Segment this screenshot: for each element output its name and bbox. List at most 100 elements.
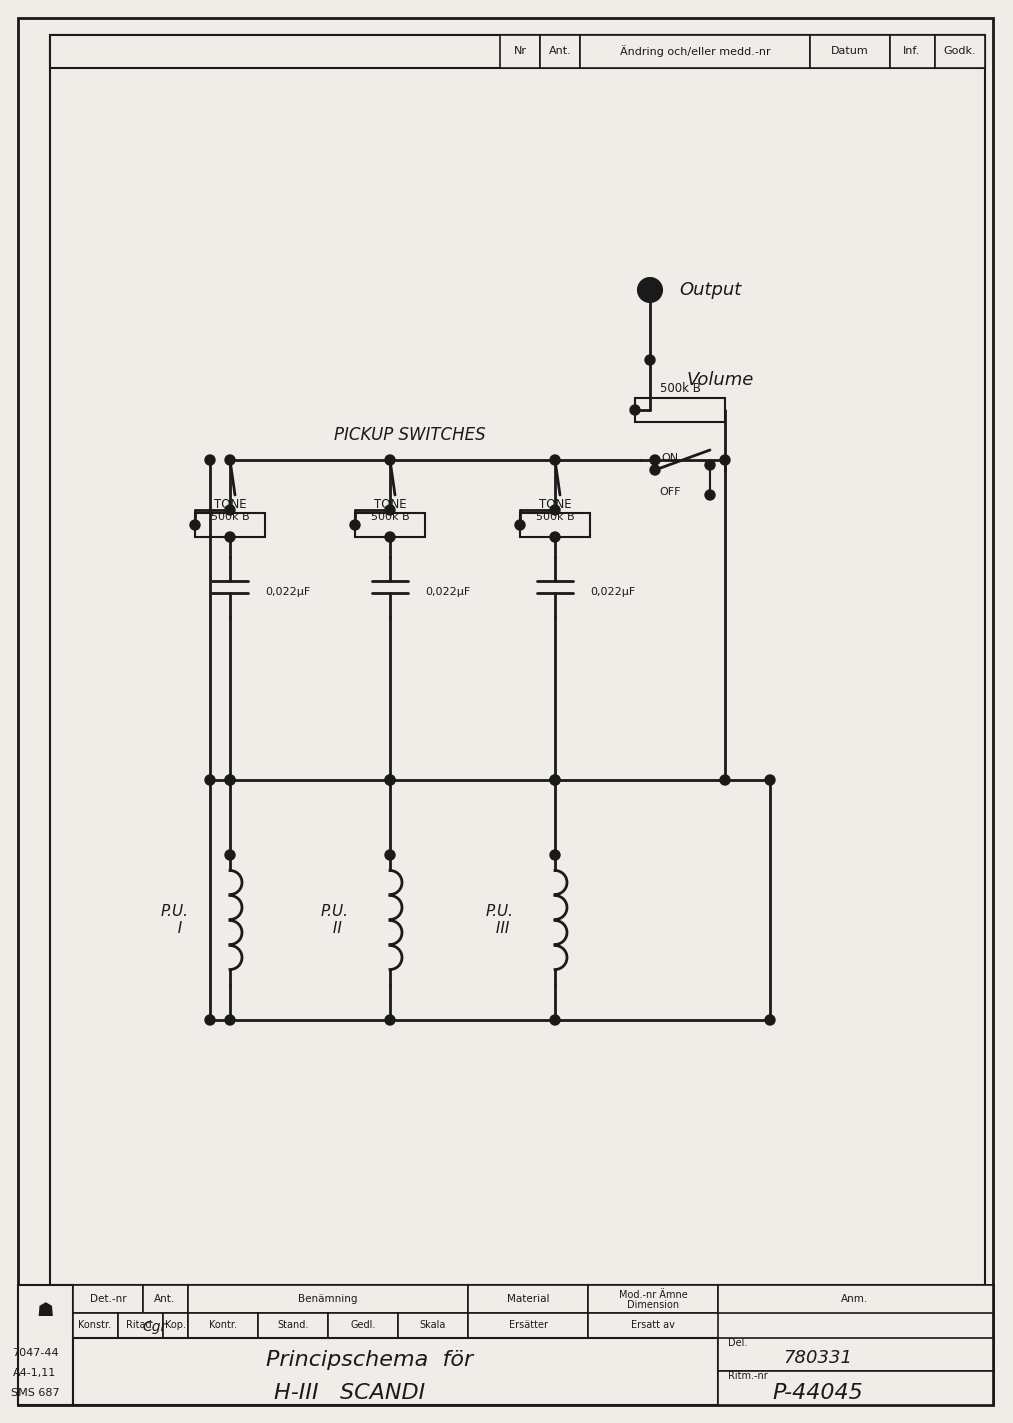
Text: Output: Output — [679, 280, 742, 299]
Text: Ändring och/eller medd.-nr: Ändring och/eller medd.-nr — [620, 46, 770, 57]
Bar — [188, 1313, 258, 1338]
Text: 500k B: 500k B — [371, 512, 409, 522]
Bar — [188, 1285, 468, 1313]
Bar — [890, 36, 935, 68]
Text: Ersatt av: Ersatt av — [631, 1321, 675, 1331]
Bar — [118, 1313, 163, 1338]
Bar — [580, 36, 810, 68]
Circle shape — [225, 850, 235, 859]
Bar — [355, 514, 425, 536]
Bar — [540, 36, 580, 68]
Circle shape — [190, 519, 200, 529]
Text: Konstr.: Konstr. — [78, 1321, 111, 1331]
Bar — [468, 1285, 588, 1313]
Text: TONE: TONE — [214, 498, 246, 511]
Text: P.U.
 III: P.U. III — [486, 904, 514, 936]
Text: Principschema  för: Principschema för — [266, 1350, 473, 1370]
Circle shape — [385, 505, 395, 515]
Text: Ant.: Ant. — [154, 1294, 175, 1303]
Circle shape — [225, 505, 235, 515]
Text: Ritad.: Ritad. — [126, 1321, 154, 1331]
Text: ☗: ☗ — [36, 1301, 54, 1319]
Text: Volume: Volume — [687, 371, 754, 388]
Text: Ant.: Ant. — [549, 46, 571, 55]
Text: 0,022μF: 0,022μF — [590, 588, 635, 598]
Bar — [18, 1285, 993, 1405]
Bar — [718, 1370, 993, 1405]
Text: Godk.: Godk. — [944, 46, 977, 55]
Circle shape — [350, 519, 360, 529]
Text: Ersätter: Ersätter — [509, 1321, 547, 1331]
Text: Stand.: Stand. — [278, 1321, 309, 1331]
Text: Skala: Skala — [419, 1321, 446, 1331]
Circle shape — [225, 455, 235, 465]
Bar — [468, 1313, 588, 1338]
Text: Cgr: Cgr — [143, 1321, 167, 1333]
Text: Kop.: Kop. — [164, 1321, 185, 1331]
Text: 500k B: 500k B — [211, 512, 249, 522]
Bar — [588, 1313, 718, 1338]
Text: SMS 687: SMS 687 — [11, 1387, 60, 1397]
Text: TONE: TONE — [374, 498, 406, 511]
Circle shape — [720, 455, 730, 465]
Circle shape — [225, 776, 235, 785]
Text: ON: ON — [661, 453, 679, 462]
Text: Dimension: Dimension — [627, 1301, 679, 1311]
Circle shape — [650, 465, 660, 475]
Circle shape — [550, 455, 560, 465]
Circle shape — [550, 776, 560, 785]
Circle shape — [385, 776, 395, 785]
Bar — [398, 1313, 468, 1338]
Bar — [935, 36, 985, 68]
Bar — [73, 1285, 143, 1313]
Bar — [143, 1285, 188, 1313]
Circle shape — [550, 505, 560, 515]
Text: OFF: OFF — [659, 487, 681, 497]
Text: Nr: Nr — [514, 46, 527, 55]
Circle shape — [205, 455, 215, 465]
Text: 0,022μF: 0,022μF — [425, 588, 470, 598]
Bar — [73, 1338, 718, 1405]
Bar — [520, 514, 590, 536]
Text: 780331: 780331 — [783, 1349, 853, 1368]
Text: A4-1,11: A4-1,11 — [13, 1368, 57, 1377]
Text: H-III   SCANDI: H-III SCANDI — [275, 1383, 425, 1403]
Bar — [328, 1313, 398, 1338]
Circle shape — [205, 776, 215, 785]
Circle shape — [550, 1015, 560, 1025]
Circle shape — [225, 532, 235, 542]
Circle shape — [385, 532, 395, 542]
Circle shape — [645, 354, 655, 366]
Bar — [163, 1313, 188, 1338]
Circle shape — [705, 460, 715, 470]
Circle shape — [705, 490, 715, 499]
Circle shape — [385, 776, 395, 785]
Text: PICKUP SWITCHES: PICKUP SWITCHES — [334, 425, 486, 444]
Text: 0,022μF: 0,022μF — [265, 588, 310, 598]
Circle shape — [650, 455, 660, 465]
Bar — [194, 514, 265, 536]
Circle shape — [720, 776, 730, 785]
Bar — [50, 36, 985, 1285]
Bar — [258, 1313, 328, 1338]
Circle shape — [385, 1015, 395, 1025]
Text: Material: Material — [506, 1294, 549, 1303]
Circle shape — [385, 455, 395, 465]
Text: Ritm.-nr: Ritm.-nr — [728, 1370, 768, 1380]
Text: 500k B: 500k B — [659, 381, 700, 394]
Text: Mod.-nr Ämne: Mod.-nr Ämne — [619, 1291, 688, 1301]
Text: Benämning: Benämning — [298, 1294, 358, 1303]
Circle shape — [385, 850, 395, 859]
Circle shape — [765, 776, 775, 785]
Bar — [73, 1313, 118, 1338]
Circle shape — [225, 1015, 235, 1025]
Bar — [500, 36, 540, 68]
Circle shape — [225, 776, 235, 785]
Text: P.U.
 II: P.U. II — [321, 904, 349, 936]
Text: Kontr.: Kontr. — [209, 1321, 237, 1331]
Bar — [50, 36, 985, 68]
Text: Gedl.: Gedl. — [350, 1321, 376, 1331]
Bar — [810, 36, 890, 68]
Circle shape — [765, 1015, 775, 1025]
Bar — [635, 398, 725, 423]
